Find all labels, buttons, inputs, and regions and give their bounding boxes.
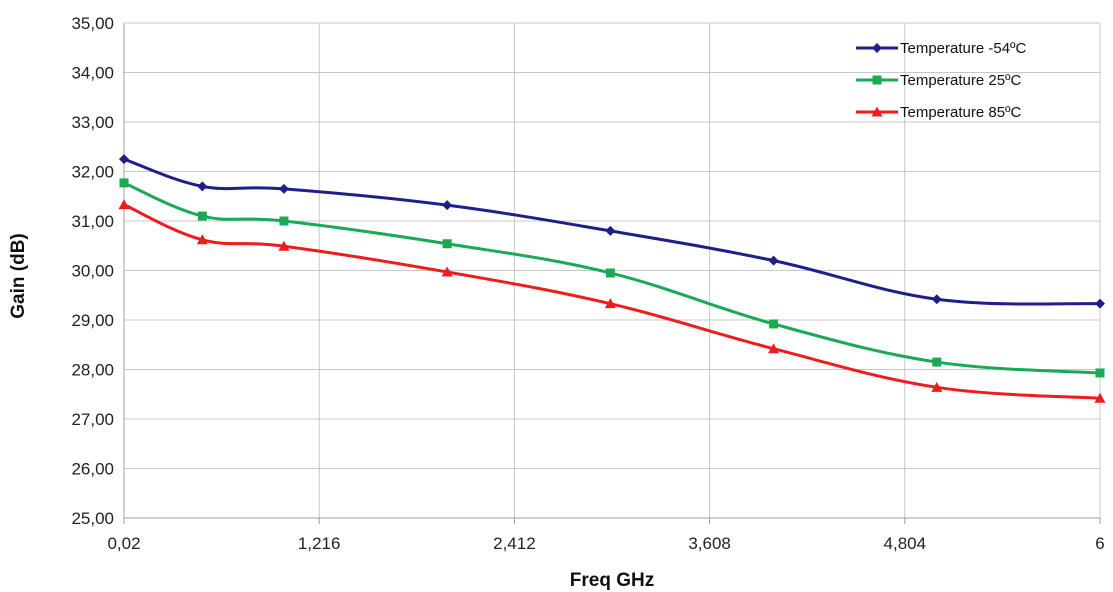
data-point: [441, 266, 453, 277]
x-tick-label: 1,216: [298, 534, 341, 553]
series-layer: [118, 154, 1106, 403]
data-point: [768, 255, 779, 266]
legend: Temperature -54ºC Temperature 25ºC Tempera…: [856, 40, 1027, 121]
data-point: [605, 268, 615, 278]
data-point: [197, 211, 207, 221]
legend-label: Temperature -54ºC: [900, 40, 1027, 57]
x-tick-label: 2,412: [493, 534, 536, 553]
data-point: [605, 225, 616, 236]
y-tick-label: 35,00: [71, 14, 114, 33]
x-axis-title: Freq GHz: [570, 570, 654, 591]
y-tick-label: 34,00: [71, 64, 114, 83]
legend-marker: [872, 75, 882, 85]
legend-marker: [871, 106, 883, 117]
series-0: [119, 154, 1105, 309]
data-point: [1094, 392, 1106, 403]
y-tick-label: 27,00: [71, 410, 114, 429]
y-tick-label: 31,00: [71, 212, 114, 231]
series-line: [123, 181, 1101, 375]
data-point: [769, 319, 779, 329]
series-1: [119, 178, 1105, 378]
legend-label: Temperature 25ºC: [900, 72, 1022, 89]
series-line: [123, 157, 1101, 306]
data-point: [278, 240, 290, 251]
data-point: [278, 183, 289, 194]
data-point: [119, 178, 129, 188]
data-point: [604, 298, 616, 309]
data-point: [279, 216, 289, 226]
x-tick-label: 3,608: [688, 534, 731, 553]
data-point: [442, 200, 453, 211]
legend-item: Temperature -54ºC: [856, 40, 1027, 57]
legend-marker: [872, 43, 882, 53]
data-point: [932, 357, 942, 367]
y-axis-title: Gain (dB): [8, 233, 29, 319]
y-tick-label: 29,00: [71, 311, 114, 330]
y-tick-label: 26,00: [71, 460, 114, 479]
y-tick-label: 33,00: [71, 113, 114, 132]
legend-label: Temperature 85ºC: [900, 104, 1022, 121]
data-point: [197, 181, 208, 192]
x-axis-ticks: 0,02 1,216 2,412 3,608 4,804 6: [107, 534, 1104, 553]
data-point: [196, 234, 208, 245]
series-line: [123, 203, 1101, 400]
data-point: [1095, 298, 1105, 309]
x-tick-label: 4,804: [884, 534, 927, 553]
x-tick-label: 0,02: [107, 534, 140, 553]
y-axis-ticks: 25,00 26,00 27,00 28,00 29,00 30,00 31,00 32,00…: [71, 14, 114, 528]
data-point: [442, 239, 452, 249]
data-point: [931, 381, 943, 392]
legend-item: Temperature 85ºC: [856, 104, 1022, 121]
y-tick-label: 32,00: [71, 163, 114, 182]
data-point: [119, 154, 129, 165]
data-point: [118, 199, 130, 210]
data-point: [768, 343, 780, 354]
data-point: [931, 294, 942, 305]
y-tick-label: 30,00: [71, 262, 114, 281]
y-tick-label: 25,00: [71, 509, 114, 528]
data-point: [1095, 368, 1105, 378]
series-2: [118, 199, 1106, 403]
y-tick-label: 28,00: [71, 361, 114, 380]
legend-item: Temperature 25ºC: [856, 72, 1022, 89]
x-tick-label: 6: [1095, 534, 1104, 553]
